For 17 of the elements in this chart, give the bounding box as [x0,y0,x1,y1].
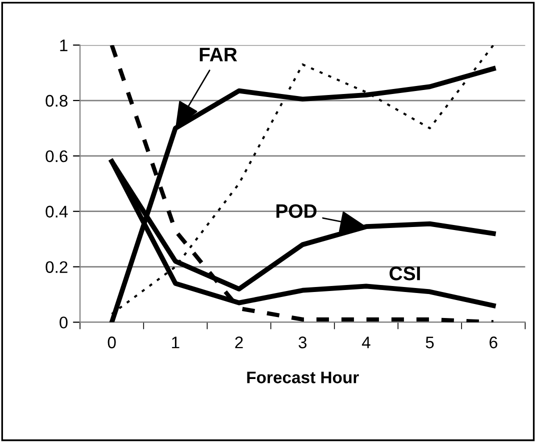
x-tick-label: 3 [298,336,306,348]
y-tick-label: 0.6 [46,150,68,162]
x-tick-label: 4 [362,336,370,348]
annotation: POD [276,204,316,218]
x-axis-title: Forecast Hour [247,372,359,384]
y-tick-label: 1 [60,40,68,52]
x-tick-label: 0 [108,336,116,348]
x-tick-label: 6 [490,336,498,348]
y-tick-label: 0.4 [46,206,68,218]
y-tick-label: 0.8 [46,94,68,107]
annotation: CSI [390,266,420,280]
y-tick-label: 0 [60,316,68,328]
x-tick-label: 1 [172,336,180,348]
annotation: FAR [200,48,238,62]
y-tick-label: 0.2 [46,261,68,273]
x-tick-label: 5 [426,336,434,348]
x-tick-label: 2 [235,336,243,348]
